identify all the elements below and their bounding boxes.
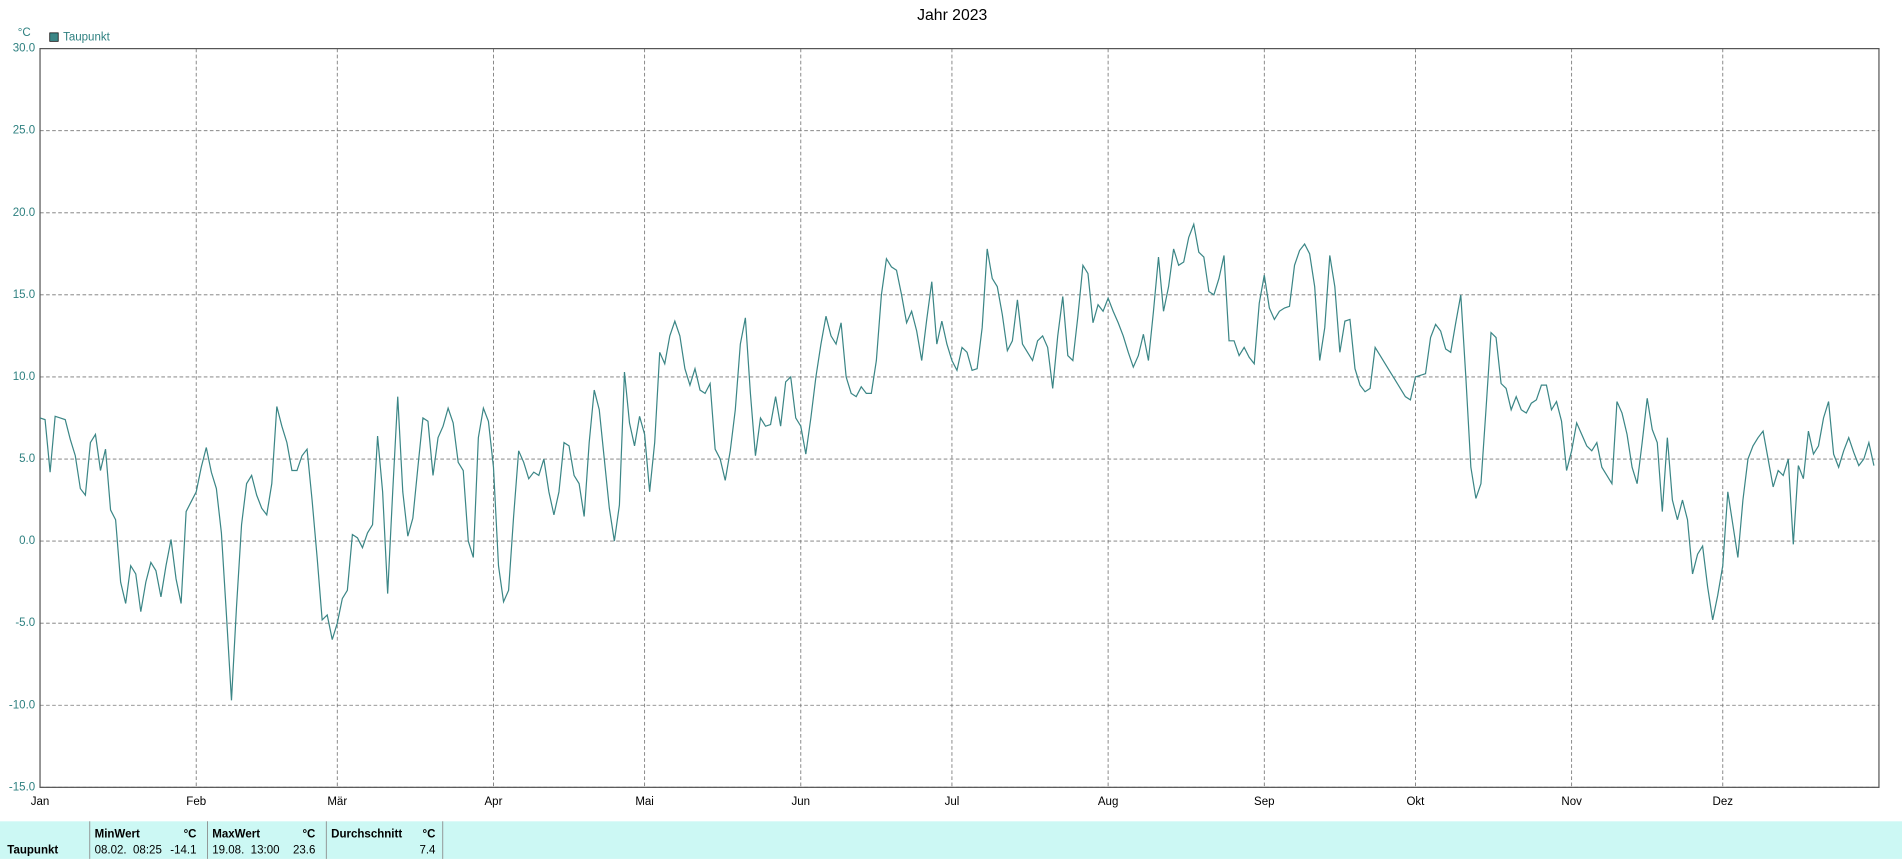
x-tick-label: Jul: [945, 796, 960, 808]
column-header: Durchschnitt: [331, 829, 402, 841]
column-time: 08.02. 08:25: [95, 844, 162, 856]
x-tick-label: Jun: [792, 796, 811, 808]
x-tick-label: Dez: [1713, 796, 1734, 808]
column-value: 7.4: [419, 844, 436, 856]
stats-background: [0, 821, 1902, 859]
column-unit: °C: [302, 829, 315, 841]
x-tick-label: Mär: [327, 796, 347, 808]
x-tick-label: Feb: [186, 796, 206, 808]
x-tick-label: Aug: [1098, 796, 1119, 808]
x-tick-label: Apr: [485, 796, 503, 808]
x-tick-label: Okt: [1406, 796, 1425, 808]
legend-label: Taupunkt: [63, 32, 111, 44]
legend-swatch: [49, 32, 59, 42]
x-tick-label: Mai: [635, 796, 654, 808]
column-value: -14.1: [170, 844, 196, 856]
y-tick-label: 20.0: [13, 207, 35, 219]
column-value: 23.6: [293, 844, 315, 856]
x-tick-label: Jan: [31, 796, 50, 808]
x-tick-label: Nov: [1561, 796, 1582, 808]
y-tick-label: 15.0: [13, 289, 35, 301]
y-tick-label: -5.0: [15, 617, 35, 629]
stats-table: Taupunkt MinWert °C 08.02. 08:25 -14.1 MaxWer…: [7, 821, 444, 859]
column-unit: °C: [423, 829, 436, 841]
y-tick-label: 30.0: [13, 43, 35, 55]
y-axis-unit: °C: [18, 27, 31, 39]
y-tick-label: -10.0: [9, 699, 35, 711]
y-tick-label: 5.0: [19, 453, 35, 465]
data-line: [39, 222, 1875, 701]
column-unit: °C: [184, 829, 197, 841]
x-tick-label: Sep: [1254, 796, 1275, 808]
column-time: 19.08. 13:00: [212, 844, 279, 856]
row-label: Taupunkt: [7, 844, 58, 856]
y-tick-label: 10.0: [13, 371, 35, 383]
chart-title: Jahr 2023: [917, 7, 987, 24]
column-header: MinWert: [95, 829, 140, 841]
y-tick-label: 25.0: [13, 125, 35, 137]
y-tick-label: -15.0: [9, 781, 35, 793]
column-header: MaxWert: [212, 829, 260, 841]
y-tick-label: 0.0: [19, 535, 35, 547]
